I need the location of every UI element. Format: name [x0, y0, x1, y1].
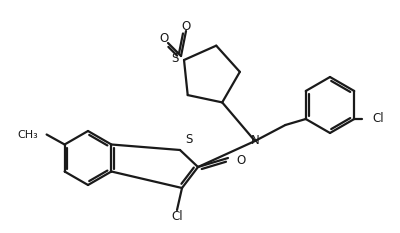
- Text: O: O: [159, 31, 169, 45]
- Text: Cl: Cl: [171, 210, 183, 223]
- Text: S: S: [185, 133, 192, 146]
- Text: O: O: [236, 154, 245, 168]
- Text: O: O: [181, 20, 191, 32]
- Text: Cl: Cl: [372, 113, 384, 126]
- Text: N: N: [251, 134, 259, 147]
- Text: S: S: [172, 51, 179, 65]
- Text: CH₃: CH₃: [18, 130, 39, 140]
